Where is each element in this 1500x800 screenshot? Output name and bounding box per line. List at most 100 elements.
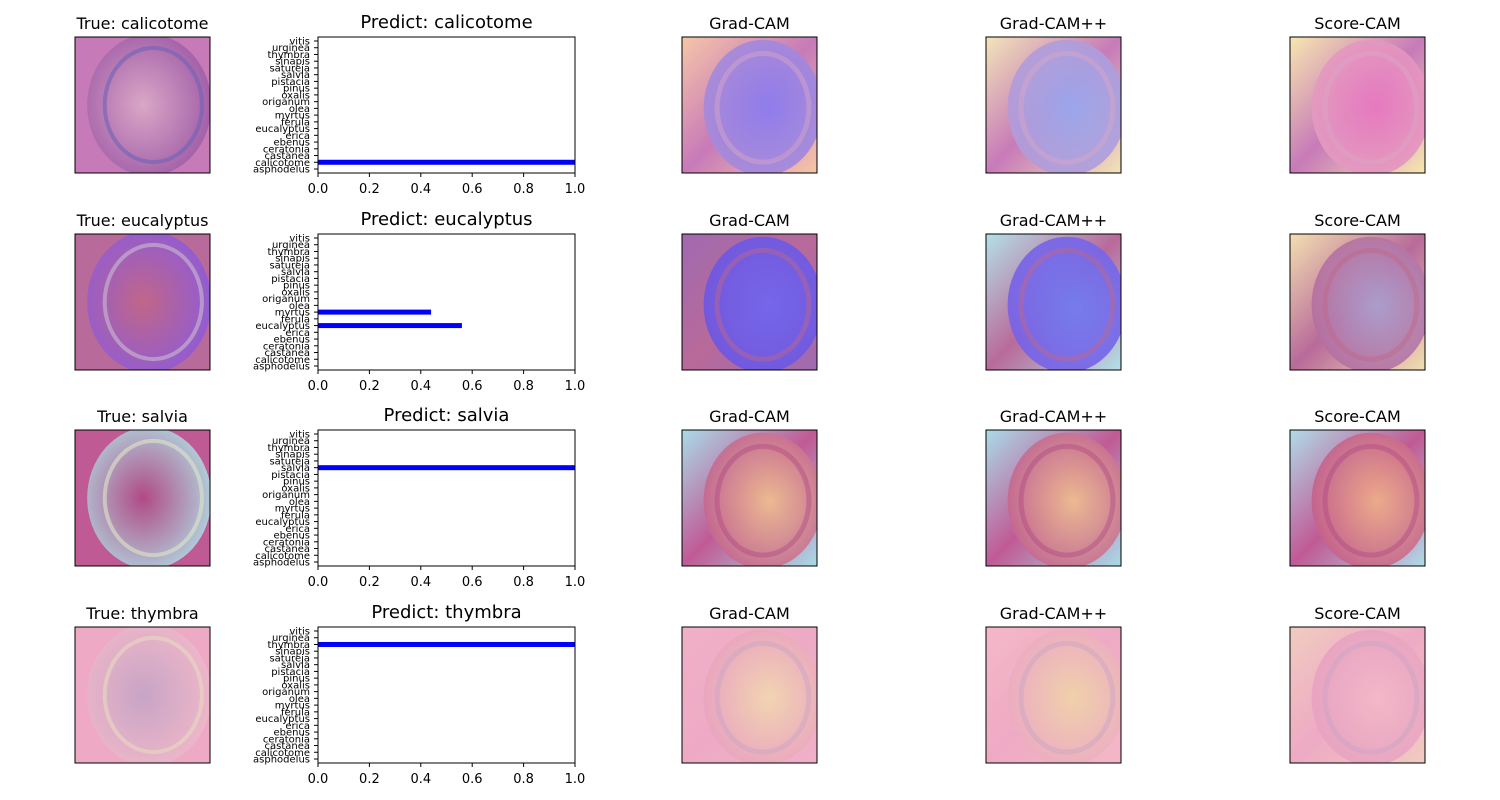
true-image: True: calicotome	[74, 14, 211, 174]
bar-eucalyptus	[318, 323, 462, 329]
y-tick-label: erica	[285, 524, 310, 535]
y-tick-label: urginea	[272, 633, 310, 644]
x-tick-label: 0.0	[308, 182, 329, 197]
row-3: True: salvia asphodeluscalicotomecastanea…	[74, 405, 1426, 590]
y-tick-label: calicotome	[255, 748, 310, 759]
y-tick-label: ceratonia	[263, 341, 310, 352]
prediction-chart: asphodeluscalicotomecastaneaceratoniaebe…	[253, 602, 585, 787]
x-tick-label: 0.4	[410, 772, 431, 787]
y-tick-label: sinapis	[275, 57, 310, 68]
y-tick-label: eucalyptus	[255, 714, 310, 725]
cam-panel-score-cam: Score-CAM	[1289, 604, 1426, 764]
predict-title: Predict: salvia	[384, 405, 510, 426]
y-tick-label: calicotome	[255, 355, 310, 366]
predict-title: Predict: thymbra	[371, 602, 521, 623]
y-tick-label: asphodelus	[253, 755, 310, 766]
y-tick-label: ceratonia	[263, 537, 310, 548]
cam-panel-grad-cam-: Grad-CAM++	[985, 14, 1122, 174]
y-tick-label: pistacia	[271, 667, 310, 678]
cam-title: Grad-CAM	[709, 407, 790, 426]
cam-title: Grad-CAM++	[1000, 211, 1107, 230]
y-tick-label: ebenus	[273, 531, 310, 542]
y-tick-label: pinus	[283, 674, 310, 685]
x-tick-label: 0.6	[462, 182, 483, 197]
cam-title: Score-CAM	[1314, 604, 1401, 623]
cam-title: Grad-CAM++	[1000, 407, 1107, 426]
x-tick-label: 0.8	[513, 379, 534, 394]
y-tick-label: satureja	[269, 456, 310, 467]
bar-myrtus	[318, 309, 432, 315]
y-tick-label: erica	[285, 328, 310, 339]
y-tick-label: asphodelus	[253, 165, 310, 176]
cam-title: Score-CAM	[1314, 407, 1401, 426]
y-tick-label: olea	[289, 497, 310, 508]
row-4: True: thymbra asphodeluscalicotomecastane…	[74, 602, 1426, 787]
true-image: True: thymbra	[74, 604, 211, 764]
cam-panel-score-cam: Score-CAM	[1289, 211, 1426, 371]
y-tick-label: erica	[285, 131, 310, 142]
y-tick-label: origanum	[262, 490, 310, 501]
x-tick-label: 1.0	[565, 182, 586, 197]
y-tick-label: castanea	[264, 151, 310, 162]
y-tick-label: oxalis	[281, 483, 310, 494]
cam-panel-score-cam: Score-CAM	[1289, 14, 1426, 174]
y-tick-label: salvia	[281, 267, 310, 278]
true-label-title: True: eucalyptus	[76, 211, 209, 230]
y-tick-label: pinus	[283, 84, 310, 95]
true-label-title: True: thymbra	[85, 604, 198, 623]
y-tick-label: ferula	[281, 510, 310, 521]
predict-title: Predict: calicotome	[360, 12, 532, 33]
cam-title: Grad-CAM	[709, 14, 790, 33]
y-tick-label: eucalyptus	[255, 321, 310, 332]
y-tick-label: origanum	[262, 97, 310, 108]
y-tick-label: eucalyptus	[255, 517, 310, 528]
y-tick-label: urginea	[272, 240, 310, 251]
y-tick-label: calicotome	[255, 551, 310, 562]
true-label-title: True: calicotome	[75, 14, 208, 33]
x-tick-label: 0.0	[308, 379, 329, 394]
y-tick-label: vitis	[289, 37, 310, 48]
cam-panel-grad-cam-: Grad-CAM++	[985, 604, 1122, 764]
y-tick-label: ebenus	[273, 335, 310, 346]
y-tick-label: pistacia	[271, 470, 310, 481]
y-tick-label: castanea	[264, 741, 310, 752]
y-tick-label: asphodelus	[253, 558, 310, 569]
y-tick-label: pistacia	[271, 77, 310, 88]
y-tick-label: sinapis	[275, 450, 310, 461]
y-tick-label: ebenus	[273, 728, 310, 739]
row-1: True: calicotome asphodeluscalicotomecast…	[74, 12, 1426, 197]
bar-thymbra	[318, 641, 575, 647]
y-tick-label: thymbra	[267, 640, 310, 651]
y-tick-label: satureja	[269, 653, 310, 664]
bar-salvia	[318, 465, 575, 471]
y-tick-label: ceratonia	[263, 734, 310, 745]
true-label-title: True: salvia	[96, 407, 188, 426]
x-tick-label: 0.6	[462, 772, 483, 787]
prediction-chart: asphodeluscalicotomecastaneaceratoniaebe…	[253, 12, 585, 197]
y-tick-label: satureja	[269, 260, 310, 271]
y-tick-label: pistacia	[271, 274, 310, 285]
y-tick-label: eucalyptus	[255, 124, 310, 135]
x-tick-label: 0.0	[308, 575, 329, 590]
y-tick-label: vitis	[289, 627, 310, 638]
y-tick-label: thymbra	[267, 247, 310, 258]
row-2: True: eucalyptus asphodeluscalicotomecast…	[74, 209, 1426, 394]
y-tick-label: olea	[289, 301, 310, 312]
cam-panel-grad-cam-: Grad-CAM++	[985, 211, 1122, 371]
cam-panel-grad-cam: Grad-CAM	[681, 14, 818, 174]
y-tick-label: oxalis	[281, 90, 310, 101]
y-tick-label: ebenus	[273, 138, 310, 149]
y-tick-label: vitis	[289, 430, 310, 441]
y-tick-label: salvia	[281, 70, 310, 81]
x-tick-label: 0.2	[359, 182, 380, 197]
y-tick-label: urginea	[272, 436, 310, 447]
bar-calicotome	[318, 159, 575, 165]
y-tick-label: sinapis	[275, 254, 310, 265]
y-tick-label: oxalis	[281, 287, 310, 298]
prediction-chart: asphodeluscalicotomecastaneaceratoniaebe…	[253, 405, 585, 590]
x-tick-label: 0.8	[513, 575, 534, 590]
x-tick-label: 0.2	[359, 575, 380, 590]
x-tick-label: 1.0	[565, 772, 586, 787]
y-tick-label: origanum	[262, 687, 310, 698]
